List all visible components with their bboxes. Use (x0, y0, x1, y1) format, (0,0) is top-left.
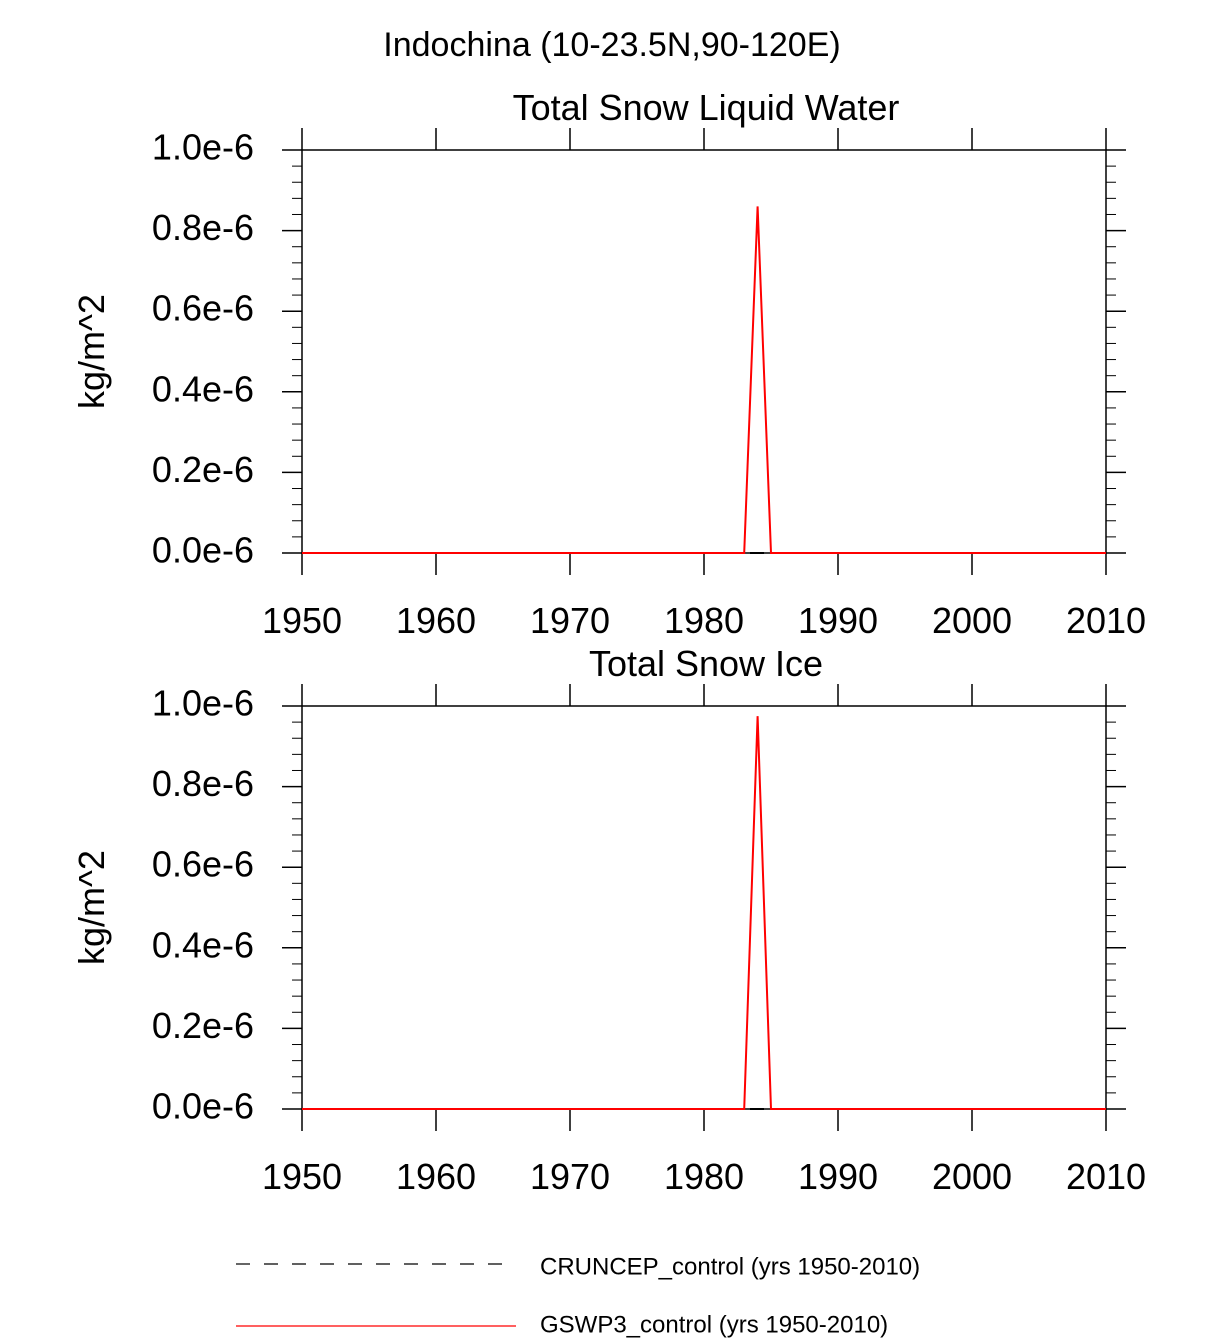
y-tick-label: 0.2e-6 (152, 449, 254, 490)
x-tick-label: 1950 (262, 600, 342, 641)
x-tick-label: 2010 (1066, 600, 1146, 641)
legend-label-gswp3: GSWP3_control (yrs 1950-2010) (540, 1311, 888, 1338)
y-tick-label: 1.0e-6 (152, 127, 254, 168)
x-tick-label: 1980 (664, 600, 744, 641)
x-tick-label: 2000 (932, 600, 1012, 641)
y-tick-label: 0.8e-6 (152, 207, 254, 248)
x-tick-label: 2000 (932, 1156, 1012, 1197)
y-axis-label: kg/m^2 (71, 850, 112, 965)
x-tick-label: 1950 (262, 1156, 342, 1197)
y-tick-label: 0.4e-6 (152, 368, 254, 409)
panel-title: Total Snow Ice (589, 643, 823, 684)
x-tick-label: 1960 (396, 1156, 476, 1197)
x-tick-label: 1970 (530, 600, 610, 641)
legend: CRUNCEP_control (yrs 1950-2010) GSWP3_co… (236, 1253, 920, 1338)
panel-snow-ice: Total Snow Ice kg/m^2 1950 1960 1970 1980 1990… (71, 643, 1146, 1197)
y-tick-label: 0.0e-6 (152, 1086, 254, 1127)
plot-frame (301, 705, 1107, 1110)
x-tick-label: 1990 (798, 1156, 878, 1197)
y-tick-label: 0.6e-6 (152, 288, 254, 329)
x-tick-label: 1980 (664, 1156, 744, 1197)
x-tick-label: 1970 (530, 1156, 610, 1197)
legend-label-cruncep: CRUNCEP_control (yrs 1950-2010) (540, 1253, 920, 1280)
y-tick-label: 0.8e-6 (152, 763, 254, 804)
x-tick-label: 1990 (798, 600, 878, 641)
y-tick-label: 0.2e-6 (152, 1005, 254, 1046)
y-tick-label: 1.0e-6 (152, 683, 254, 724)
panel-title: Total Snow Liquid Water (513, 87, 900, 128)
y-tick-label: 0.6e-6 (152, 844, 254, 885)
x-tick-label: 1960 (396, 600, 476, 641)
figure-title: Indochina (10-23.5N,90-120E) (383, 26, 840, 64)
panel-snow-liquid-water: Total Snow Liquid Water kg/m^2 1950 1960 197… (71, 87, 1146, 641)
series-line-gswp3 (302, 206, 1106, 554)
y-axis-label: kg/m^2 (71, 294, 112, 409)
plot-frame (301, 149, 1107, 554)
x-tick-label: 2010 (1066, 1156, 1146, 1197)
series-line-gswp3 (302, 716, 1106, 1110)
y-tick-label: 0.4e-6 (152, 924, 254, 965)
y-tick-label: 0.0e-6 (152, 530, 254, 571)
